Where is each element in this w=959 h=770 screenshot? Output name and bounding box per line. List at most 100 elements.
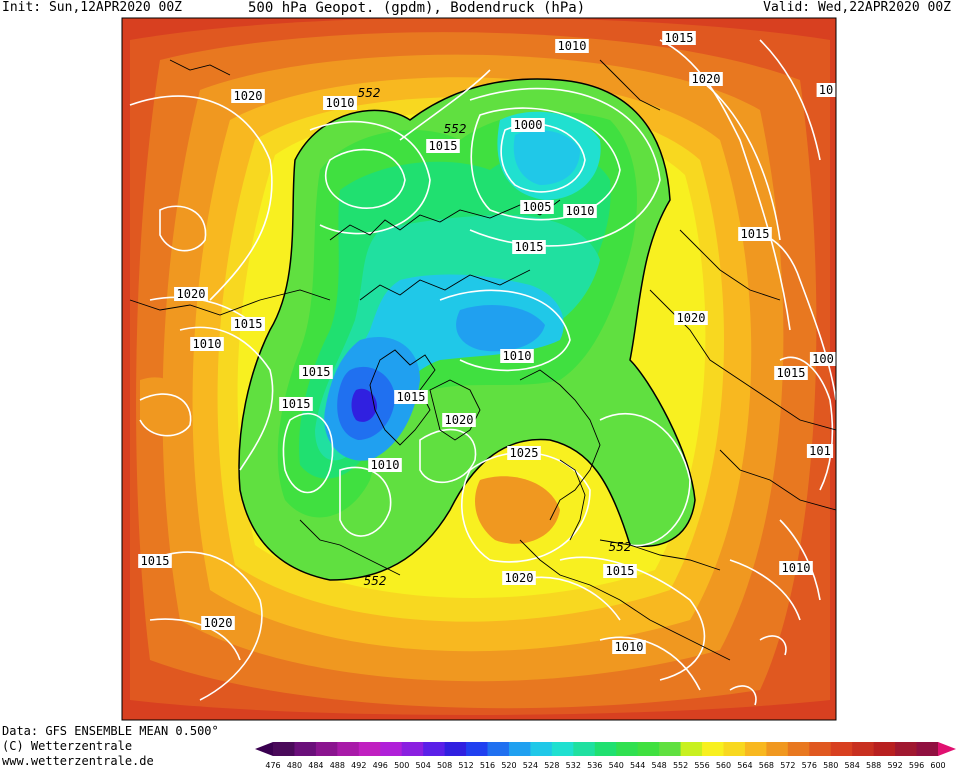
geopotential-label-text: 552: [444, 122, 467, 136]
colorbar-swatch: [380, 742, 403, 756]
isobar-label-text: 1015: [397, 390, 426, 404]
isobar-label: 1015: [231, 317, 265, 331]
colorbar-swatch: [444, 742, 467, 756]
colorbar-tick-label: 544: [630, 761, 645, 770]
colorbar-tick-label: 596: [909, 761, 924, 770]
colorbar: 476 480 484 488 492 496 500 504 508 512 516 520 524 5…: [255, 742, 956, 770]
isobar-label-text: 1015: [777, 366, 806, 380]
colorbar-swatch: [702, 742, 724, 756]
isobar-label-text: 1020: [505, 571, 534, 585]
geopotential-label: 552: [444, 122, 467, 136]
colorbar-swatch: [594, 742, 617, 756]
colorbar-swatch: [530, 742, 553, 756]
colorbar-tick-label: 496: [373, 761, 388, 770]
isobar-label: 1015: [426, 139, 460, 153]
isobar-label-text: 1025: [510, 446, 539, 460]
geopotential-label-text: 552: [364, 574, 387, 588]
isobar-label-text: 1020: [445, 413, 474, 427]
isobar-label: 1015: [774, 366, 808, 380]
colorbar-tick-label: 500: [394, 761, 409, 770]
isobar-label: 1010: [190, 337, 224, 351]
colorbar-swatch: [466, 742, 489, 756]
isobar-label: 1015: [738, 227, 772, 241]
isobar-label: 1015: [662, 31, 696, 45]
isobar-label: 1020: [502, 571, 536, 585]
colorbar-tick-label: 488: [330, 761, 345, 770]
isobar-label: 1020: [689, 72, 723, 86]
isobar-label: 1025: [507, 446, 541, 460]
colorbar-tick-label: 484: [308, 761, 323, 770]
colorbar-tick-label: 536: [587, 761, 602, 770]
isobar-label: 1015: [299, 365, 333, 379]
isobar-label-text: 1015: [429, 139, 458, 153]
isobar-label: 1005: [520, 200, 554, 214]
map-title: 500 hPa Geopot. (gpdm), Bodendruck (hPa): [248, 0, 586, 16]
isobar-label: 1010: [563, 204, 597, 218]
isobar-label: 101: [806, 444, 834, 458]
isobar-label-text: 1010: [558, 39, 587, 53]
isobar-label: 1020: [231, 89, 265, 103]
map-frame: [121, 17, 837, 721]
geopotential-label: 552: [364, 574, 387, 588]
colorbar-swatch: [401, 742, 424, 756]
isobar-label: 1020: [442, 413, 476, 427]
colorbar-tick-label: 520: [501, 761, 516, 770]
isobar-label: 1020: [674, 311, 708, 325]
isobar-label-text: 1010: [326, 96, 355, 110]
colorbar-swatch: [916, 742, 939, 756]
colorbar-min-arrow: [255, 742, 273, 756]
geopotential-label-text: 552: [609, 540, 632, 554]
isobar-label: 1015: [603, 564, 637, 578]
colorbar-swatch: [723, 742, 746, 756]
isobar-label-text: 1010: [566, 204, 595, 218]
isobar-label-text: 1000: [514, 118, 543, 132]
valid-time: Valid: Wed,22APR2020 00Z: [763, 0, 951, 15]
isobar-label: 10: [816, 83, 836, 97]
colorbar-tick-label: 576: [802, 761, 817, 770]
isobar-label: 1015: [279, 397, 313, 411]
isobar-label: 1020: [201, 616, 235, 630]
colorbar-tick-label: 532: [566, 761, 581, 770]
colorbar-swatch: [337, 742, 360, 756]
colorbar-swatch: [508, 742, 531, 756]
colorbar-tick-label: 512: [458, 761, 473, 770]
colorbar-tick-label: 508: [437, 761, 452, 770]
colorbar-tick-label: 492: [351, 761, 366, 770]
colorbar-tick-label: 548: [651, 761, 666, 770]
colorbar-tick-label: 556: [694, 761, 709, 770]
colorbar-swatch: [787, 742, 810, 756]
isobar-label-text: 1005: [523, 200, 552, 214]
colorbar-swatch: [551, 742, 574, 756]
isobar-label-text: 100: [812, 352, 834, 366]
isobar-label-text: 1010: [371, 458, 400, 472]
colorbar-swatch: [873, 742, 896, 756]
geopotential-label-text: 552: [358, 86, 381, 100]
colorbar-max-arrow: [938, 742, 956, 756]
isobar-label-text: 1020: [234, 89, 263, 103]
colorbar-tick-label: 600: [930, 761, 945, 770]
isobar-label-text: 1015: [741, 227, 770, 241]
isobar-label-text: 1015: [141, 554, 170, 568]
geopotential-label: 552: [358, 86, 381, 100]
isobar-label-text: 1020: [177, 287, 206, 301]
colorbar-tick-label: 560: [716, 761, 731, 770]
isobar-label: 1010: [555, 39, 589, 53]
colorbar-tick-label: 564: [737, 761, 752, 770]
colorbar-swatch: [423, 742, 446, 756]
colorbar-swatch: [573, 742, 596, 756]
isobar-labels: 1020101010151000100510101010101510201010…: [138, 31, 837, 654]
isobar-label-text: 1015: [606, 564, 635, 578]
colorbar-tick-label: 480: [287, 761, 302, 770]
isobar-label-text: 1015: [302, 365, 331, 379]
colorbar-swatch: [315, 742, 338, 756]
colorbar-swatch: [895, 742, 918, 756]
isobar-label: 1015: [394, 390, 428, 404]
isobar-label-text: 1015: [282, 397, 311, 411]
isobar-label-text: 1010: [782, 561, 811, 575]
isobar-label: 1010: [368, 458, 402, 472]
isobar-label: 1010: [500, 349, 534, 363]
isobar-label-text: 1020: [677, 311, 706, 325]
isobar-label-text: 1015: [665, 31, 694, 45]
colorbar-swatch: [637, 742, 660, 756]
